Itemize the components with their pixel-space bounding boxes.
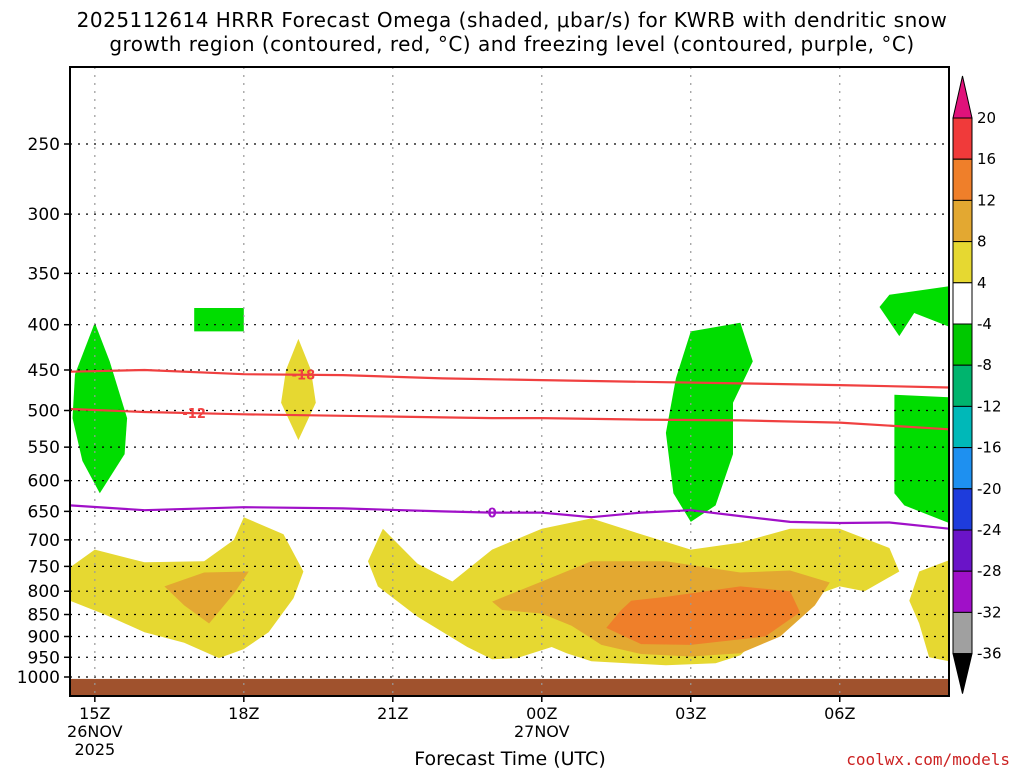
colorbar-top-arrow xyxy=(952,75,973,119)
y-tick-label-300: 300 xyxy=(28,205,60,225)
colorbar-label-1: 16 xyxy=(977,150,996,168)
x-tick-date-15Z: 26NOV xyxy=(67,722,123,741)
colorbar-bin-5 xyxy=(952,323,973,366)
omega-region-1 xyxy=(194,308,244,332)
y-tick-label-1000: 1000 xyxy=(17,668,60,688)
colorbar-label-11: -28 xyxy=(977,562,1002,580)
omega-region-2 xyxy=(281,338,316,441)
contour-label-1: -12 xyxy=(182,407,206,422)
colorbar-bin-10 xyxy=(952,529,973,572)
colorbar-bin-11 xyxy=(952,570,973,613)
colorbar-label-9: -20 xyxy=(977,480,1002,498)
y-tick-label-450: 450 xyxy=(28,361,60,381)
omega-region-10 xyxy=(606,586,800,645)
plot-frame xyxy=(69,66,950,697)
contour-layer: -18 -12 0 xyxy=(70,368,949,530)
colorbar-label-8: -16 xyxy=(977,439,1002,457)
omega-region-5 xyxy=(894,394,949,523)
y-tick-label-500: 500 xyxy=(28,402,60,422)
gridlines xyxy=(70,67,949,696)
colorbar-label-13: -36 xyxy=(977,645,1002,663)
x-tick-label-21Z: 21Z xyxy=(377,704,408,723)
chart-title-line-2: growth region (contoured, red, °C) and f… xyxy=(109,32,915,56)
contour-line-0 xyxy=(70,368,949,389)
y-tick-label-950: 950 xyxy=(28,648,60,668)
x-tick-label-06Z: 06Z xyxy=(824,704,855,723)
colorbar-bin-1 xyxy=(952,158,973,201)
colorbar-label-10: -24 xyxy=(977,521,1002,539)
omega-shading-layer xyxy=(70,286,949,696)
y-tick-label-400: 400 xyxy=(28,316,60,336)
omega-region-7 xyxy=(164,571,249,624)
y-tick-label-750: 750 xyxy=(28,557,60,577)
colorbar-bin-8 xyxy=(952,447,973,490)
x-tick-date-00Z: 27NOV xyxy=(514,722,570,741)
contour-label-0: -18 xyxy=(292,369,316,384)
ground-fill xyxy=(70,678,949,696)
colorbar-label-6: -8 xyxy=(977,356,992,374)
colorbar-label-2: 12 xyxy=(977,191,996,209)
y-tick-label-650: 650 xyxy=(28,502,60,522)
colorbar-label-5: -4 xyxy=(977,315,992,333)
x-tick-label-18Z: 18Z xyxy=(228,704,259,723)
colorbar-bin-9 xyxy=(952,488,973,531)
y-tick-label-600: 600 xyxy=(28,472,60,492)
x-tick-label-00Z: 00Z xyxy=(526,704,557,723)
omega-region-11 xyxy=(909,560,949,662)
x-tick-year-15Z: 2025 xyxy=(74,740,115,759)
y-tick-label-550: 550 xyxy=(28,438,60,458)
y-axis-ticks: 2503003504004505005506006507007508008509… xyxy=(17,135,70,688)
colorbar-bottom-arrow xyxy=(952,653,973,694)
chart-title-line-1: 2025112614 HRRR Forecast Omega (shaded, … xyxy=(76,8,948,32)
credit-text: coolwx.com/models xyxy=(846,750,1010,768)
colorbar-bin-7 xyxy=(952,405,973,449)
colorbar-bin-6 xyxy=(952,364,973,407)
colorbar: 20 16 12 8 4 -4 -8 -12 -16 -20 -24 -28 -32 -36 xyxy=(952,75,1002,694)
x-tick-label-03Z: 03Z xyxy=(675,704,706,723)
omega-region-4 xyxy=(879,286,949,337)
omega-region-3 xyxy=(665,322,753,522)
colorbar-bin-2 xyxy=(952,199,973,243)
colorbar-label-12: -32 xyxy=(977,603,1002,621)
colorbar-label-7: -12 xyxy=(977,397,1002,415)
y-tick-label-350: 350 xyxy=(28,264,60,284)
colorbar-bin-0 xyxy=(952,117,973,160)
y-tick-label-800: 800 xyxy=(28,582,60,602)
omega-region-0 xyxy=(72,322,128,494)
colorbar-label-0: 20 xyxy=(977,109,996,127)
colorbar-bin-4 xyxy=(952,282,973,325)
y-tick-label-250: 250 xyxy=(28,135,60,155)
colorbar-label-3: 8 xyxy=(977,233,987,251)
contour-line-1 xyxy=(70,407,949,431)
x-axis-label: Forecast Time (UTC) xyxy=(414,748,605,768)
x-tick-label-15Z: 15Z xyxy=(79,704,110,723)
y-tick-label-850: 850 xyxy=(28,606,60,626)
colorbar-bin-3 xyxy=(952,241,973,284)
colorbar-bin-12 xyxy=(952,611,973,655)
contour-line-2 xyxy=(70,504,949,530)
y-tick-label-700: 700 xyxy=(28,531,60,551)
contour-label-2: 0 xyxy=(488,507,497,522)
colorbar-label-4: 4 xyxy=(977,274,987,292)
y-tick-label-900: 900 xyxy=(28,627,60,647)
